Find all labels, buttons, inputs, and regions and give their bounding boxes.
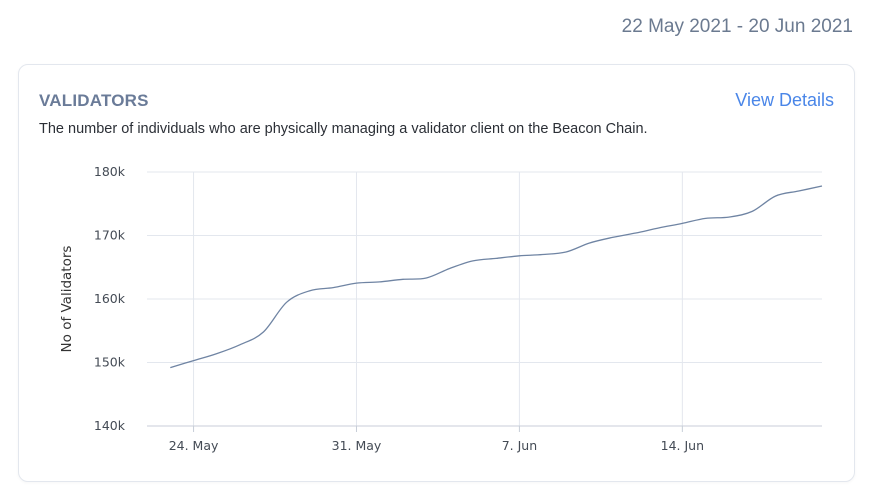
x-tick-label: 24. May [169, 438, 219, 453]
validators-line-chart: 140k 150k 160k 170k 180k 24. May 31. May 7. Jun… [59, 164, 823, 453]
view-details-link[interactable]: View Details [735, 90, 834, 110]
x-tick-label: 7. Jun [502, 438, 537, 453]
axes: 140k 150k 160k 170k 180k 24. May 31. May 7. Jun… [94, 164, 822, 453]
x-tick-label: 31. May [332, 438, 382, 453]
y-tick-label: 180k [94, 164, 126, 179]
y-tick-label: 170k [94, 228, 126, 243]
x-tick-label: 14. Jun [661, 438, 704, 453]
card-description: The number of individuals who are physic… [39, 121, 648, 137]
card-title: VALIDATORS [39, 91, 149, 110]
series-line-validators [170, 185, 823, 369]
date-range: 22 May 2021 - 20 Jun 2021 [621, 16, 853, 37]
y-axis-label: No of Validators [59, 246, 75, 353]
grid-lines [147, 171, 822, 427]
validators-card: VALIDATORS View Details The number of in… [18, 64, 855, 482]
y-tick-label: 140k [94, 418, 126, 433]
y-tick-label: 160k [94, 291, 126, 306]
y-tick-label: 150k [94, 355, 126, 370]
